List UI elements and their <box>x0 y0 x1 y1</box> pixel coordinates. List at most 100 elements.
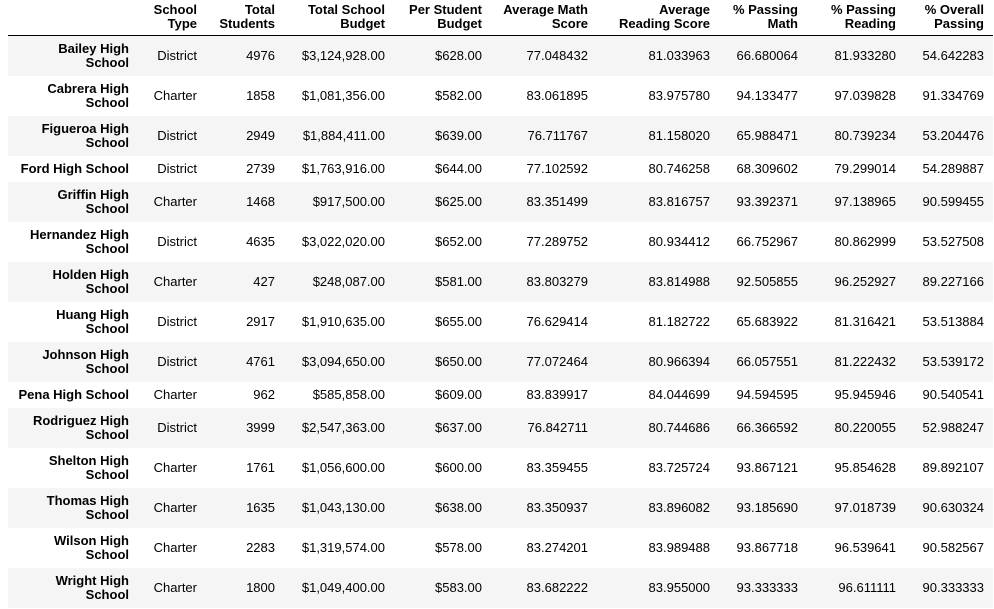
cell-per-student-budget: $625.00 <box>435 194 482 209</box>
cell-total-students: 2917 <box>246 314 275 329</box>
cell-average-reading-score: 80.744686 <box>648 420 710 435</box>
column-header-average-math-score: Average Math Score <box>491 0 597 36</box>
cell-average-math-score: 83.803279 <box>526 274 588 289</box>
cell-total-school-budget: $2,547,363.00 <box>301 420 385 435</box>
row-index-label: Thomas High School <box>46 493 129 522</box>
table-row-rodriguez-high-school: Rodriguez High School District 3999 $2,547,… <box>8 408 993 448</box>
cell-per-student-budget: $650.00 <box>435 354 482 369</box>
cell-school-type: District <box>157 161 197 176</box>
cell-average-reading-score: 80.966394 <box>648 354 710 369</box>
cell-average-math-score: 76.629414 <box>526 314 588 329</box>
cell-total-students: 1635 <box>246 500 275 515</box>
cell-school-type: District <box>157 128 197 143</box>
cell-total-school-budget: $1,884,411.00 <box>302 128 385 143</box>
cell-passing-reading: 95.854628 <box>834 460 896 475</box>
row-index-label: Figueroa High School <box>41 121 129 150</box>
cell-average-math-score: 77.072464 <box>526 354 588 369</box>
table-row-holden-high-school: Holden High School Charter 427 $248,087.00 $… <box>8 262 993 302</box>
cell-overall-passing: 90.582567 <box>922 540 984 555</box>
cell-passing-math: 66.057551 <box>736 354 798 369</box>
cell-passing-reading: 80.862999 <box>834 234 896 249</box>
cell-school-type: Charter <box>153 580 197 595</box>
cell-school-type: District <box>157 420 197 435</box>
table-row-thomas-high-school: Thomas High School Charter 1635 $1,043,130.… <box>8 488 993 528</box>
cell-average-math-score: 77.289752 <box>526 234 588 249</box>
school-summary-table: School Type Total Students Total School Bu… <box>8 0 993 608</box>
header-row: School Type Total Students Total School Bu… <box>8 0 993 36</box>
cell-average-math-score: 83.359455 <box>526 460 588 475</box>
cell-school-type: Charter <box>153 540 197 555</box>
cell-overall-passing: 53.204476 <box>922 128 984 143</box>
row-index-label: Pena High School <box>18 387 129 402</box>
cell-passing-math: 93.392371 <box>736 194 798 209</box>
cell-overall-passing: 91.334769 <box>922 88 984 103</box>
cell-total-school-budget: $3,094,650.00 <box>301 354 385 369</box>
cell-passing-math: 65.683922 <box>736 314 798 329</box>
cell-average-reading-score: 83.814988 <box>648 274 710 289</box>
index-column-header <box>8 0 138 36</box>
cell-per-student-budget: $638.00 <box>435 500 482 515</box>
cell-per-student-budget: $639.00 <box>435 128 482 143</box>
cell-passing-math: 92.505855 <box>736 274 798 289</box>
cell-school-type: District <box>157 234 197 249</box>
cell-average-reading-score: 84.044699 <box>648 387 710 402</box>
row-index-label: Griffin High School <box>57 187 130 216</box>
table-header: School Type Total Students Total School Bu… <box>8 0 993 36</box>
cell-passing-reading: 96.539641 <box>834 540 896 555</box>
cell-overall-passing: 54.642283 <box>922 48 984 63</box>
cell-overall-passing: 90.630324 <box>922 500 984 515</box>
cell-total-students: 1800 <box>246 580 275 595</box>
cell-average-reading-score: 81.158020 <box>648 128 710 143</box>
table-row-shelton-high-school: Shelton High School Charter 1761 $1,056,600… <box>8 448 993 488</box>
cell-average-reading-score: 83.725724 <box>648 460 710 475</box>
cell-overall-passing: 53.539172 <box>922 354 984 369</box>
cell-total-school-budget: $3,124,928.00 <box>301 48 385 63</box>
row-index-label: Huang High School <box>56 307 129 336</box>
row-index-label: Hernandez High School <box>30 227 129 256</box>
cell-passing-reading: 97.138965 <box>834 194 896 209</box>
table-row-bailey-high-school: Bailey High School District 4976 $3,124,928… <box>8 35 993 76</box>
cell-school-type: District <box>157 354 197 369</box>
cell-average-math-score: 76.842711 <box>527 420 589 435</box>
cell-total-students: 2739 <box>246 161 275 176</box>
cell-total-school-budget: $1,056,600.00 <box>301 460 385 475</box>
cell-overall-passing: 90.333333 <box>922 580 984 595</box>
cell-passing-reading: 80.739234 <box>834 128 896 143</box>
cell-passing-reading: 80.220055 <box>834 420 896 435</box>
cell-total-school-budget: $1,043,130.00 <box>301 500 385 515</box>
row-index-label: Cabrera High School <box>47 81 129 110</box>
cell-school-type: Charter <box>153 460 197 475</box>
cell-overall-passing: 89.892107 <box>922 460 984 475</box>
table-row-wilson-high-school: Wilson High School Charter 2283 $1,319,574.… <box>8 528 993 568</box>
cell-total-school-budget: $3,022,020.00 <box>301 234 385 249</box>
table-row-hernandez-high-school: Hernandez High School District 4635 $3,022,… <box>8 222 993 262</box>
cell-average-reading-score: 80.934412 <box>648 234 710 249</box>
column-header-average-reading-score: Average Reading Score <box>597 0 719 36</box>
row-index-label: Shelton High School <box>48 453 129 482</box>
cell-average-reading-score: 83.975780 <box>648 88 710 103</box>
cell-overall-passing: 52.988247 <box>922 420 984 435</box>
cell-total-students: 2283 <box>246 540 275 555</box>
table-row-johnson-high-school: Johnson High School District 4761 $3,094,65… <box>8 342 993 382</box>
row-index-label: Wilson High School <box>54 533 129 562</box>
row-index-label: Johnson High School <box>42 347 129 376</box>
table-row-pena-high-school: Pena High School Charter 962 $585,858.00 $60… <box>8 382 993 408</box>
cell-school-type: Charter <box>153 274 197 289</box>
cell-per-student-budget: $652.00 <box>435 234 482 249</box>
cell-passing-reading: 95.945946 <box>834 387 896 402</box>
cell-passing-reading: 81.316421 <box>834 314 896 329</box>
cell-school-type: Charter <box>153 194 197 209</box>
cell-total-students: 1761 <box>246 460 275 475</box>
cell-passing-math: 66.752967 <box>736 234 798 249</box>
cell-per-student-budget: $581.00 <box>435 274 482 289</box>
cell-passing-math: 93.185690 <box>736 500 798 515</box>
cell-total-school-budget: $1,319,574.00 <box>301 540 385 555</box>
cell-passing-reading: 96.611111 <box>838 580 896 595</box>
cell-total-students: 4761 <box>246 354 275 369</box>
cell-per-student-budget: $655.00 <box>435 314 482 329</box>
cell-total-students: 1858 <box>246 88 275 103</box>
cell-passing-math: 66.680064 <box>736 48 798 63</box>
cell-average-math-score: 83.682222 <box>526 580 588 595</box>
table-row-cabrera-high-school: Cabrera High School Charter 1858 $1,081,356… <box>8 76 993 116</box>
cell-overall-passing: 53.513884 <box>922 314 984 329</box>
